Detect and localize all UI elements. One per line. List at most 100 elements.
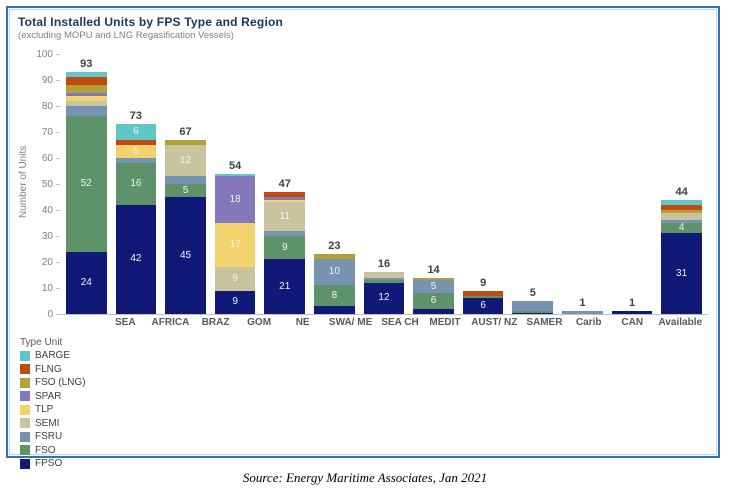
legend-label: FSO [35, 444, 56, 456]
bar-segment-FSO (LNG) [66, 85, 107, 94]
bar-segment-BARGE [661, 199, 702, 205]
x-label-NE: NE [295, 317, 310, 328]
bar-segment-FLNG [264, 191, 306, 198]
bar-segment-FSRU [562, 311, 603, 314]
segment-value-label: 9 [232, 296, 238, 308]
segment-value-label: 6 [133, 126, 139, 138]
chart-title: Total Installed Units by FPS Type and Re… [18, 15, 284, 29]
legend-swatch-icon [20, 377, 30, 388]
bar-segment-FSRU: 5 [413, 280, 454, 294]
bar-segment-FSRU [165, 176, 206, 184]
y-tick-label-60: 60 [41, 153, 53, 164]
legend-label: TLP [35, 404, 54, 416]
bar-segment-SPAR [66, 93, 107, 96]
legend-item-BARGE: BARGE [20, 349, 708, 363]
bar-segment-FSO: 9 [264, 236, 306, 260]
bar-segment-FSRU [661, 220, 702, 224]
chart-inner: Total Installed Units by FPS Type and Re… [9, 9, 717, 469]
bar-segment-FSO: 8 [314, 285, 355, 307]
bar-total-label: 67 [179, 125, 192, 138]
bar-segment-SEMI [66, 100, 107, 107]
bar-SEA CH: 12 16 [363, 49, 405, 314]
y-tick-mark-60 [56, 158, 60, 159]
legend-swatch-icon [20, 458, 30, 469]
legend-item-SPAR: SPAR [20, 390, 708, 404]
bar-segment-FPSO: 12 [363, 282, 405, 314]
bar-segment-SEMI: 9 [214, 267, 256, 291]
y-tick-mark-10 [56, 288, 60, 289]
legend-swatch-icon [20, 418, 30, 429]
x-label-AFRICA: AFRICA [151, 317, 190, 328]
bar-AFRICA: 42 16 5 6 73 [115, 49, 157, 314]
bar-segment-FSO [462, 295, 504, 299]
segment-value-label: 12 [179, 154, 192, 166]
bar-SAMER: 5 [512, 49, 554, 314]
legend-label: SEMI [35, 417, 60, 429]
y-tick-mark-90 [56, 80, 60, 81]
legend-item-FPSO: FPSO [20, 457, 708, 471]
chart-subtitle: (excluding MOPU and LNG Regasification V… [18, 30, 234, 41]
bar-total-label: 1 [628, 297, 636, 310]
bar-NE: 21 9 11 47 [264, 49, 306, 314]
bar-total-label: 93 [80, 58, 93, 71]
y-tick-label-80: 80 [41, 101, 53, 112]
bar-segment-BARGE [66, 72, 107, 78]
legend-swatch-icon [20, 391, 30, 402]
bar-segment-FPSO [413, 308, 454, 314]
bar-segment-FPSO [512, 312, 554, 314]
bar-segment-FLNG [661, 204, 702, 211]
legend-item-FLNG: FLNG [20, 363, 708, 377]
segment-value-label: 11 [279, 210, 290, 222]
x-label-MEDIT: MEDIT [429, 317, 461, 328]
legend-swatch-icon [20, 404, 30, 415]
y-axis: 0 10 20 30 40 50 60 70 80 90 100 [30, 49, 60, 320]
legend-item-FSRU: FSRU [20, 430, 708, 444]
segment-value-label: 31 [676, 267, 688, 279]
bar-segment-SEMI: 12 [165, 145, 206, 177]
bar-segment-TLP: 5 [115, 145, 157, 159]
bar-segment-FSRU [512, 301, 554, 312]
bar-SEA: 24 52 93 [66, 49, 107, 314]
segment-value-label: 10 [328, 266, 340, 278]
y-tick-mark-50 [56, 184, 60, 185]
segment-value-label: 6 [430, 295, 437, 307]
bar-total-label: 44 [675, 185, 688, 198]
segment-value-label: 9 [232, 272, 238, 284]
y-tick-label-70: 70 [41, 127, 53, 138]
segment-value-label: 16 [130, 178, 142, 190]
y-tick-mark-20 [56, 262, 60, 263]
bar-segment-FPSO [314, 306, 355, 314]
legend-swatch-icon [20, 364, 30, 375]
legend-label: FSRU [35, 431, 63, 443]
bar-segment-FSRU [115, 158, 157, 164]
bar-segment-FSO (LNG) [661, 210, 702, 213]
bar-segment-FPSO: 9 [214, 290, 256, 314]
bar-Carib: 1 [562, 49, 603, 314]
bar-total-label: 14 [427, 263, 440, 276]
plot-area: 24 52 93 42 16 5 6 73 45 5 12 67 9 9 17 18 54 21 9 11 47 8 10 2… [60, 49, 708, 315]
bar-segment-FPSO: 42 [115, 204, 157, 314]
source-caption: Source: Energy Maritime Associates, Jan … [242, 470, 488, 485]
y-tick-label-10: 10 [41, 283, 53, 294]
bar-total-label: 5 [529, 287, 536, 299]
x-label-SWA/ ME: SWA/ ME [328, 317, 373, 328]
x-label-SEA CH: SEA CH [381, 317, 419, 328]
segment-value-label: 18 [229, 193, 241, 205]
bar-segment-FSO: 5 [165, 184, 206, 197]
bar-segment-FPSO: 21 [264, 259, 306, 314]
y-tick-mark-100 [56, 54, 60, 55]
x-label-Available: Available [658, 317, 703, 328]
bar-segment-SPAR [264, 197, 306, 200]
bar-segment-FSO: 16 [115, 163, 157, 205]
y-tick-label-90: 90 [41, 75, 53, 86]
x-label-CAN: CAN [621, 317, 644, 328]
legend-label: BARGE [35, 350, 71, 362]
x-label-GOM: GOM [247, 317, 272, 328]
bar-segment-FPSO: 24 [66, 251, 107, 314]
y-tick-label-100: 100 [36, 49, 53, 60]
bar-SWA/ ME: 8 10 23 [314, 49, 355, 314]
bar-segment-FSRU [264, 230, 306, 237]
segment-value-label: 5 [182, 184, 189, 196]
y-tick-label-40: 40 [41, 205, 53, 216]
bar-segment-FSRU [66, 106, 107, 117]
